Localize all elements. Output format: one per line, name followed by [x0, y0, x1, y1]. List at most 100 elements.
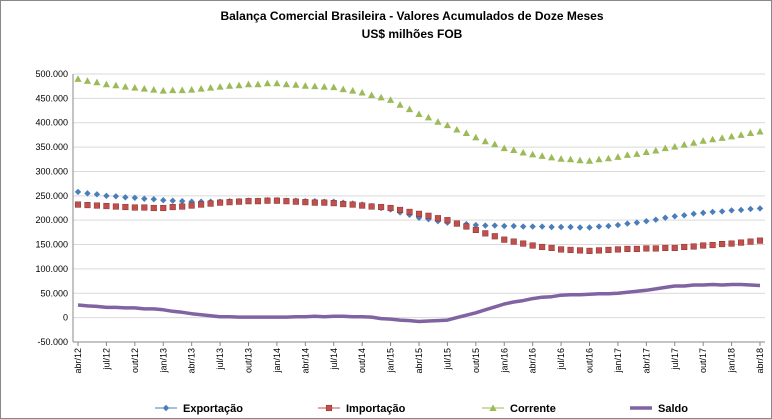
x-tick-label: jan/16	[499, 348, 509, 374]
x-tick-label: out/14	[357, 348, 367, 373]
marker-square	[510, 238, 517, 245]
legend-label: Saldo	[658, 403, 688, 415]
marker-square	[719, 241, 726, 248]
marker-square	[245, 198, 252, 205]
marker-square	[84, 202, 91, 209]
y-tick-label: 50.000	[40, 288, 68, 298]
marker-square	[179, 203, 186, 210]
x-tick-label: jul/14	[329, 348, 339, 371]
x-tick-label: jul/13	[215, 348, 225, 371]
marker-square	[397, 206, 404, 213]
marker-square	[160, 204, 167, 212]
marker-triangle	[472, 133, 480, 141]
marker-diamond	[567, 223, 574, 231]
marker-square	[325, 404, 333, 412]
marker-triangle	[453, 125, 461, 133]
marker-square	[444, 217, 451, 224]
marker-diamond	[595, 223, 603, 230]
marker-square	[520, 240, 527, 247]
marker-triangle	[595, 155, 603, 163]
marker-triangle	[216, 83, 224, 90]
marker-triangle	[386, 96, 395, 103]
marker-square	[491, 233, 498, 240]
marker-triangle	[405, 105, 414, 113]
marker-triangle	[623, 151, 631, 158]
marker-triangle	[349, 86, 357, 94]
marker-diamond	[718, 208, 726, 215]
marker-triangle	[178, 86, 186, 94]
x-tick-label: jan/14	[272, 348, 282, 374]
marker-square	[311, 199, 318, 206]
marker-triangle	[169, 86, 177, 94]
marker-square	[150, 204, 157, 212]
marker-triangle	[548, 153, 556, 161]
marker-triangle	[680, 141, 688, 148]
x-tick-label: out/13	[244, 348, 254, 373]
marker-square	[112, 203, 119, 210]
marker-square	[472, 226, 479, 233]
marker-diamond	[643, 217, 650, 225]
marker-square	[387, 204, 394, 212]
y-tick-label: 400.000	[35, 118, 68, 128]
x-tick-label: abr/15	[414, 348, 424, 374]
marker-square	[539, 243, 546, 251]
marker-square	[340, 201, 347, 208]
marker-square	[605, 246, 612, 253]
marker-square	[406, 208, 413, 215]
x-tick-label: out/17	[698, 348, 708, 373]
marker-diamond	[150, 196, 157, 203]
x-tick-label: jan/18	[727, 348, 737, 374]
x-tick-label: abr/12	[73, 348, 83, 374]
marker-triangle	[159, 86, 167, 94]
marker-diamond	[557, 223, 565, 231]
marker-triangle	[140, 85, 148, 92]
chart-subtitle: US$ milhões FOB	[362, 27, 463, 41]
marker-diamond	[103, 192, 110, 200]
marker-diamond	[605, 222, 612, 230]
marker-square	[169, 203, 176, 211]
marker-triangle	[746, 129, 755, 136]
y-tick-label: 500.000	[35, 69, 68, 79]
marker-square	[378, 203, 385, 211]
marker-triangle	[282, 80, 290, 88]
marker-triangle	[263, 79, 272, 87]
marker-square	[728, 240, 735, 247]
marker-square	[217, 199, 224, 206]
marker-triangle	[396, 101, 404, 108]
marker-square	[548, 244, 555, 252]
marker-square	[681, 243, 688, 251]
marker-square	[264, 197, 271, 204]
marker-square	[529, 242, 536, 249]
marker-diamond	[415, 214, 423, 221]
marker-diamond	[576, 224, 584, 231]
marker-diamond	[131, 194, 139, 201]
marker-triangle	[481, 137, 489, 145]
marker-diamond	[510, 222, 517, 230]
marker-diamond	[709, 208, 716, 216]
marker-triangle	[415, 110, 423, 117]
marker-square	[567, 246, 574, 253]
marker-triangle	[614, 153, 622, 160]
y-tick-label: 300.000	[35, 166, 68, 176]
marker-square	[302, 199, 309, 206]
legend-label: Exportação	[183, 403, 243, 415]
marker-triangle	[633, 150, 641, 157]
marker-triangle	[244, 80, 253, 88]
marker-triangle	[377, 93, 385, 101]
marker-square	[738, 239, 745, 246]
marker-triangle	[642, 148, 650, 155]
marker-square	[643, 245, 650, 252]
marker-triangle	[576, 156, 584, 164]
marker-diamond	[652, 216, 660, 223]
marker-diamond	[84, 190, 91, 197]
marker-square	[434, 215, 441, 222]
marker-diamond	[160, 197, 167, 204]
marker-triangle	[207, 84, 215, 91]
marker-triangle	[690, 139, 698, 146]
marker-diamond	[690, 210, 697, 218]
marker-triangle	[529, 150, 537, 158]
marker-square	[453, 220, 460, 227]
marker-square	[198, 201, 205, 208]
